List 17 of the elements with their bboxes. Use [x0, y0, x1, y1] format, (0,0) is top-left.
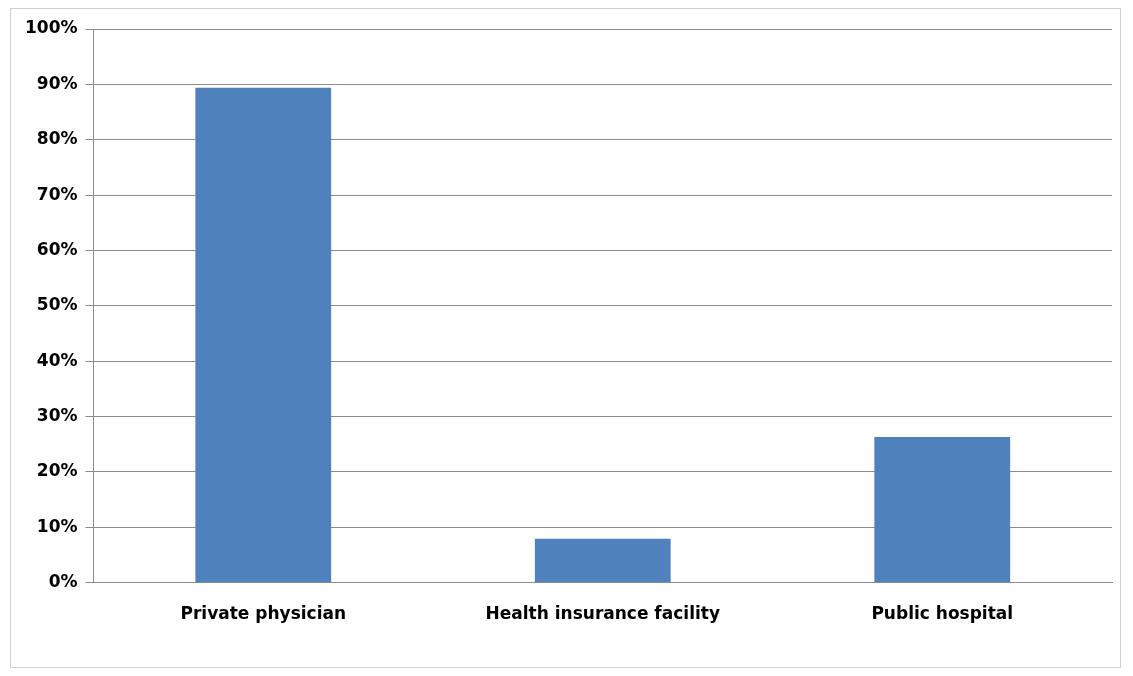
- y-tick-label: 20%: [36, 460, 78, 481]
- y-tick-label: 70%: [36, 183, 78, 204]
- bar: [195, 87, 332, 583]
- y-tick-label: 100%: [24, 17, 78, 38]
- y-tick-label: 80%: [36, 128, 78, 149]
- bar: [874, 437, 1011, 583]
- bar: [534, 538, 671, 583]
- x-tick-label: Private physician: [180, 603, 347, 624]
- y-tick-label: 10%: [36, 515, 78, 536]
- y-tick-label: 60%: [36, 238, 78, 259]
- y-tick-label: 0%: [48, 571, 78, 592]
- x-tick-label: Health insurance facility: [485, 603, 720, 624]
- y-tick-label: 40%: [36, 349, 78, 370]
- y-tick-label: 50%: [36, 294, 78, 315]
- y-tick-label: 90%: [36, 72, 78, 93]
- y-tick-label: 30%: [36, 404, 78, 425]
- x-tick-label: Public hospital: [871, 603, 1014, 624]
